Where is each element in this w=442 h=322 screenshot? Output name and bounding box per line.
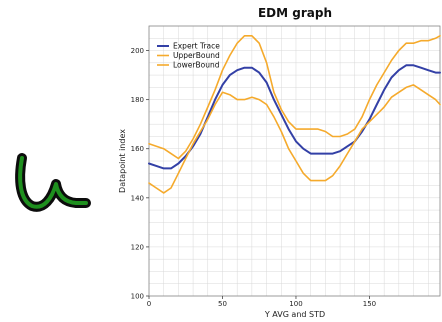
legend-entry-label: LowerBound xyxy=(173,61,220,70)
series-line-expert-trace xyxy=(148,64,441,170)
series-line-lowerbound xyxy=(148,84,441,194)
edm-graph-chart: EDM graph 0 50 100 150 100 120 140 160 180 200 Y … xyxy=(118,6,441,319)
y-tick-label: 160 xyxy=(131,145,144,153)
axis-ticks: 0 50 100 150 100 120 140 160 180 200 xyxy=(131,47,377,308)
y-tick-label: 200 xyxy=(131,47,144,55)
chart-title: EDM graph xyxy=(258,6,332,20)
handwritten-u-stroke-icon xyxy=(15,153,91,212)
legend-entry-label: Expert Trace xyxy=(173,42,220,51)
y-tick-label: 100 xyxy=(131,293,144,301)
x-tick-label: 0 xyxy=(147,300,151,308)
y-tick-label: 180 xyxy=(131,96,144,104)
x-tick-label: 100 xyxy=(289,300,302,308)
plot-area-border xyxy=(148,25,441,297)
x-axis-label: Y AVG and STD xyxy=(264,310,325,319)
x-tick-label: 50 xyxy=(218,300,227,308)
x-tick-label: 150 xyxy=(363,300,376,308)
series-line-upperbound xyxy=(148,34,441,160)
series-lines xyxy=(148,34,441,194)
y-axis-label: Datapoint index xyxy=(118,129,127,193)
y-tick-label: 120 xyxy=(131,243,144,251)
y-tick-label: 140 xyxy=(131,194,144,202)
legend-entry-label: UpperBound xyxy=(173,51,220,60)
